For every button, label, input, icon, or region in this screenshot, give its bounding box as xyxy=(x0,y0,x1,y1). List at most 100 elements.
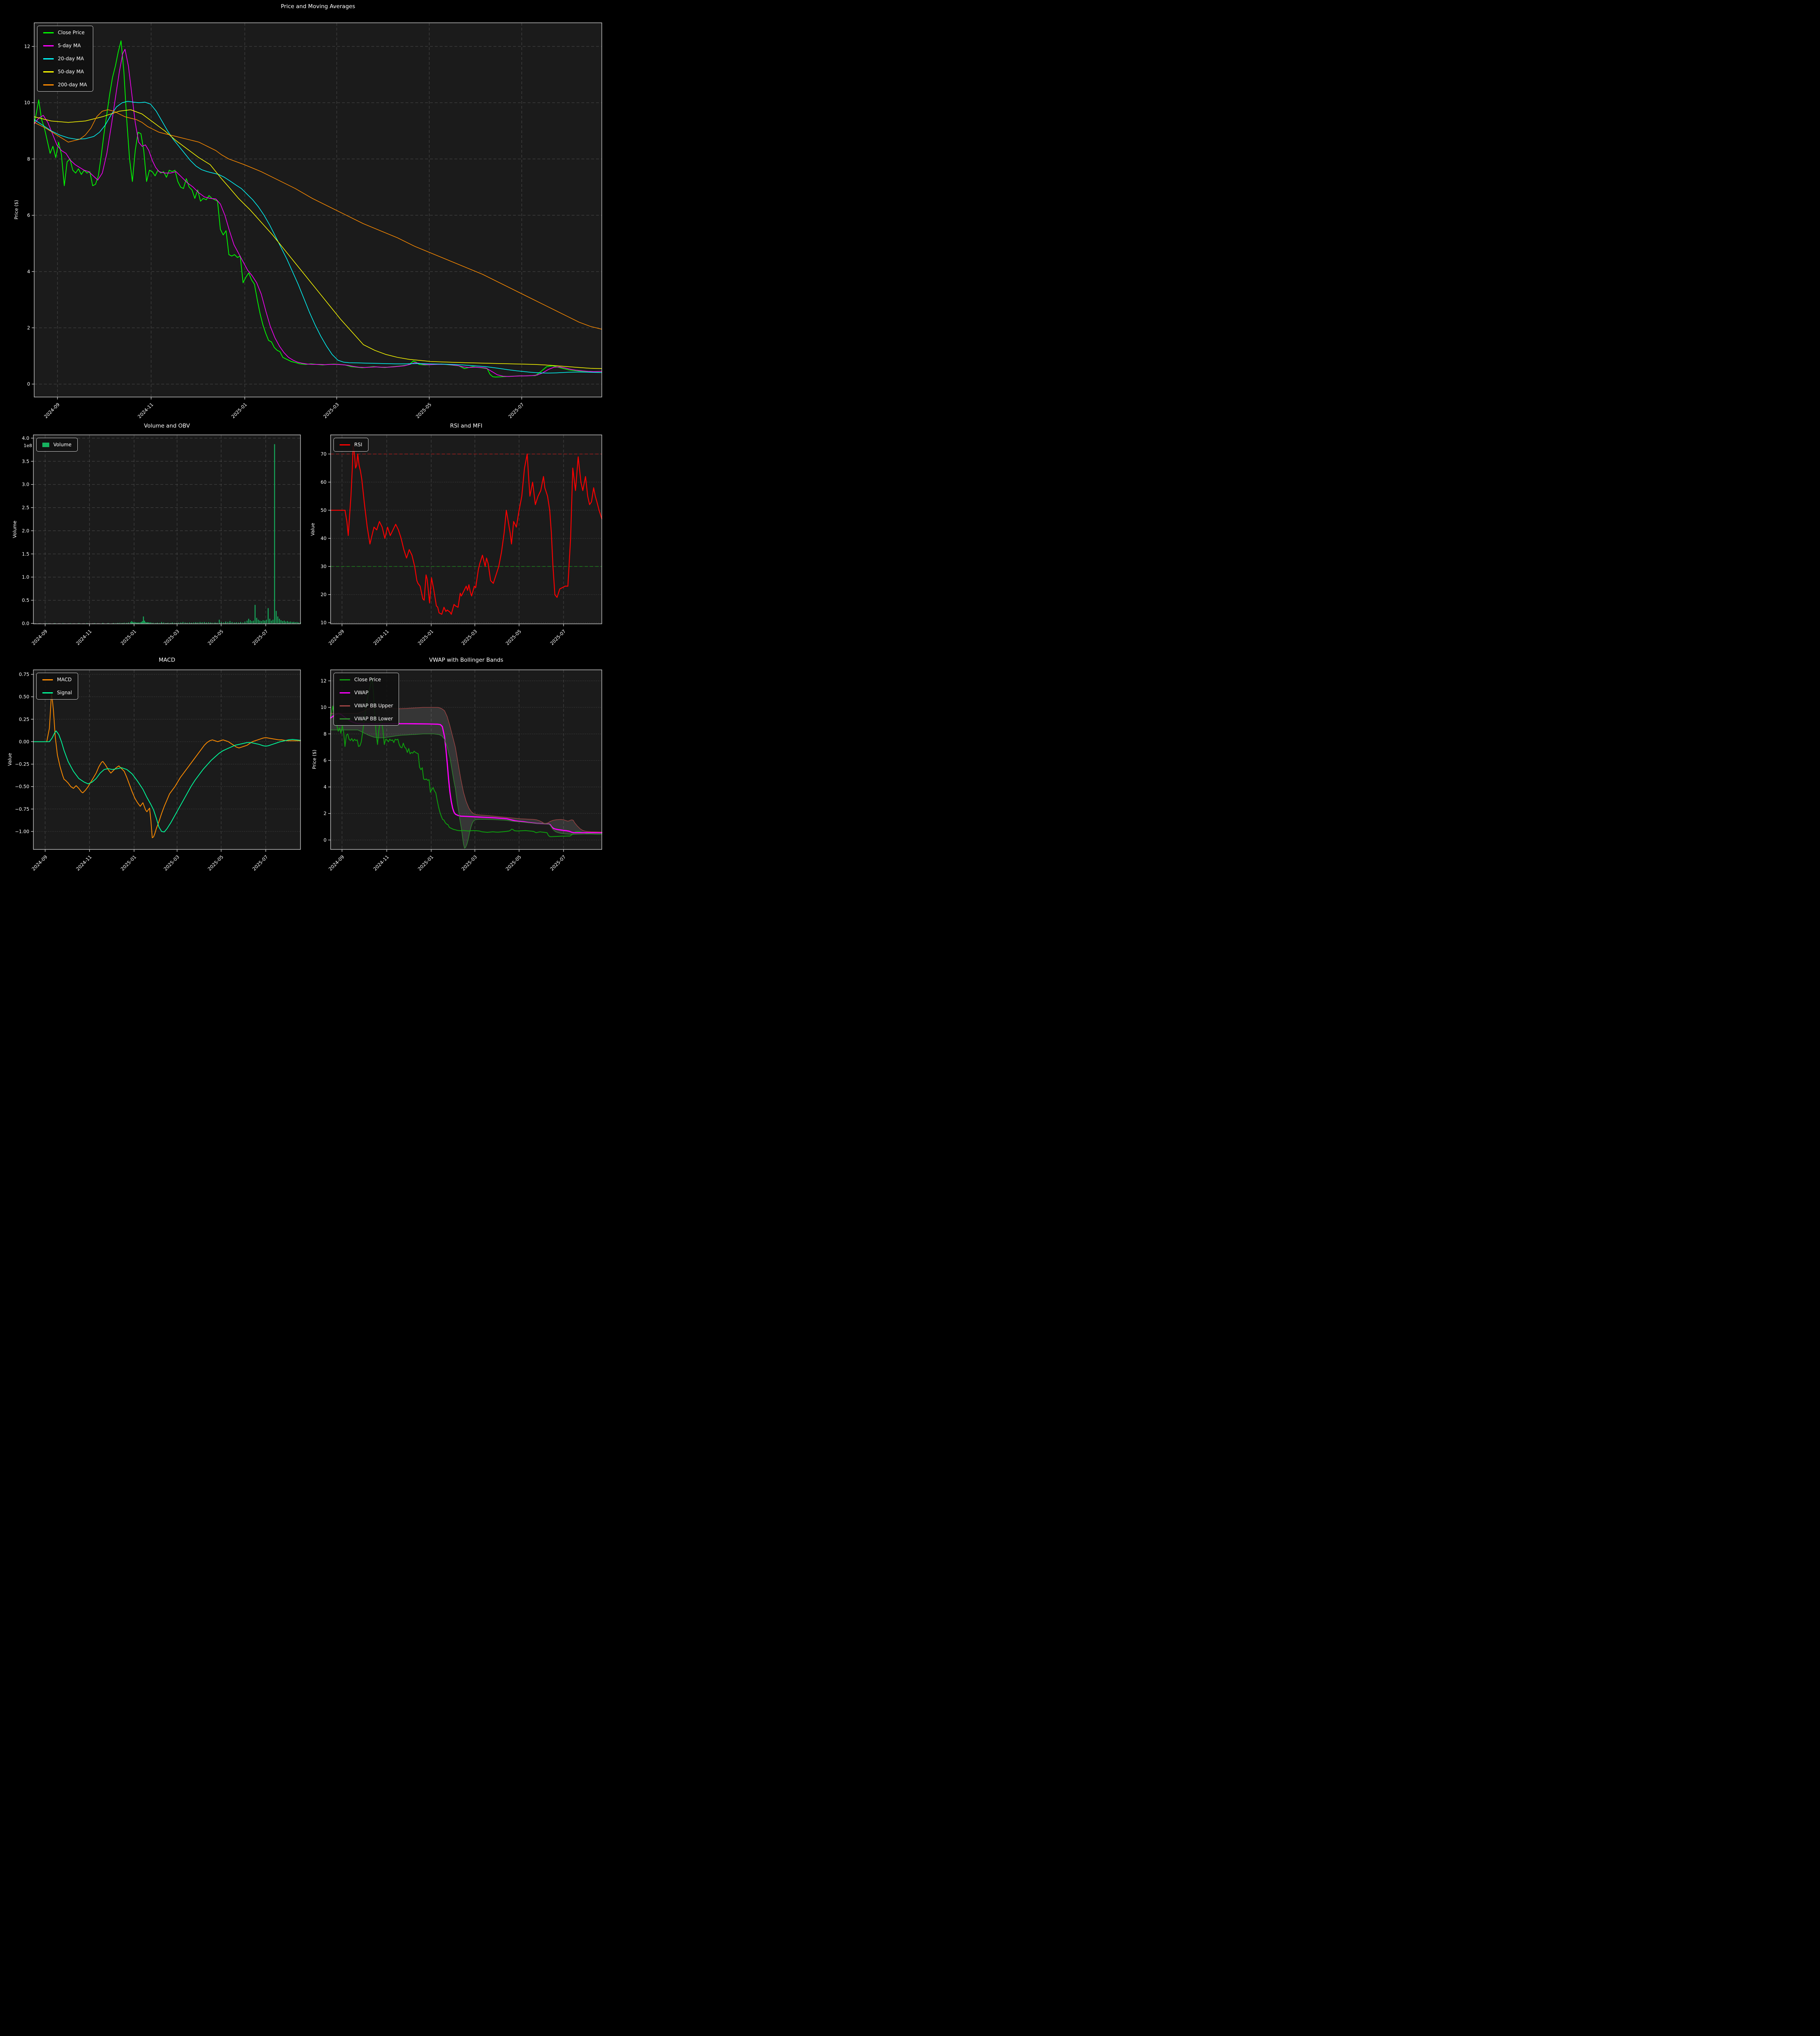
x-tick-label: 2025-05 xyxy=(206,628,224,646)
legend-swatch-icon xyxy=(42,679,53,680)
y-tick-label: −1.00 xyxy=(15,829,29,834)
legend-item-50-day-ma: 50-day MA xyxy=(43,69,87,75)
volume-bar xyxy=(250,620,251,623)
legend-item-macd: MACD xyxy=(42,677,72,682)
volume-bar xyxy=(259,621,261,623)
legend-swatch-icon xyxy=(43,84,54,86)
legend-label: VWAP BB Lower xyxy=(354,716,393,722)
x-tick-label: 2024-09 xyxy=(31,854,48,872)
y-tick-label: 12 xyxy=(320,678,327,684)
legend-swatch-icon xyxy=(43,58,54,59)
y-axis-label-rsi-value: Value xyxy=(310,523,316,536)
volume-bar xyxy=(274,444,275,623)
series-ma-50day xyxy=(34,109,602,369)
technical-analysis-dashboard: 0 2 4 6 8 10 12 2024-09 2024-11 2025-01 2025-03 202… xyxy=(0,0,607,883)
y-tick-label: 0.5 xyxy=(22,597,29,603)
volume-bar xyxy=(134,622,136,623)
volume-bar xyxy=(132,622,134,623)
chart-rsi_mfi: 10 20 30 40 50 60 70 2024-09 2024-11 2025-01 2025-… xyxy=(320,434,603,646)
volume-bar xyxy=(142,621,143,623)
legend-swatch-icon xyxy=(340,692,350,693)
legend-price-ma: Close Price 5-day MA 20-day MA 50-day MA 200… xyxy=(37,26,93,92)
chart-title-vwap: VWAP with Bollinger Bands xyxy=(429,657,504,663)
volume-scale-offset: 1e8 xyxy=(24,443,32,448)
series-rsi xyxy=(330,445,603,615)
legend-vwap: Close Price VWAP VWAP BB Upper VWAP BB Lowe… xyxy=(333,673,399,726)
x-tick-label: 2024-11 xyxy=(372,854,390,872)
y-tick-label: 10 xyxy=(24,100,30,105)
y-tick-label: 6 xyxy=(324,757,327,763)
volume-bar xyxy=(268,608,269,623)
volume-bar xyxy=(244,621,246,623)
legend-item-close-price: Close Price xyxy=(340,677,393,682)
y-tick-label: 10 xyxy=(320,704,327,710)
y-tick-label: 0 xyxy=(27,381,30,387)
y-tick-label: 12 xyxy=(24,44,30,49)
x-tick-label: 2025-03 xyxy=(322,401,340,419)
volume-bar xyxy=(208,622,209,623)
y-tick-label: −0.25 xyxy=(15,761,29,767)
y-tick-label: 60 xyxy=(320,479,327,485)
y-axis-label-vwap-price: Price ($) xyxy=(311,750,317,769)
x-tick-label: 2025-03 xyxy=(162,628,180,646)
series-macd xyxy=(33,692,301,838)
volume-bar xyxy=(246,621,248,623)
y-tick-label: 8 xyxy=(27,156,30,162)
legend-item-volume: Volume xyxy=(42,442,72,448)
x-tick-label: 2024-11 xyxy=(372,628,390,646)
legend-item-vwap: VWAP xyxy=(340,690,393,695)
x-tick-label: 2024-09 xyxy=(327,628,345,646)
volume-bar xyxy=(265,619,267,623)
x-tick-label: 2024-11 xyxy=(75,854,93,872)
chart-title-volume: Volume and OBV xyxy=(144,423,190,429)
y-tick-label: 2 xyxy=(324,811,327,816)
legend-item-vwap-bb-upper: VWAP BB Upper xyxy=(340,703,393,709)
legend-item-vwap-bb-lower: VWAP BB Lower xyxy=(340,716,393,722)
y-tick-label: 4 xyxy=(27,269,30,274)
volume-bar xyxy=(279,619,280,623)
chart-macd: 0.75 0.50 0.25 0.00 −0.25 −0.50 −0.75 −1.00 2024… xyxy=(15,669,301,872)
y-tick-label: 50 xyxy=(320,507,327,513)
y-tick-label: 40 xyxy=(320,535,327,541)
volume-bar xyxy=(261,621,262,623)
volume-bar xyxy=(295,622,296,623)
x-tick-label: 2024-09 xyxy=(327,854,345,872)
chart-price_ma: 0 2 4 6 8 10 12 2024-09 2024-11 2025-01 2025-03 202… xyxy=(24,22,602,419)
x-tick-label: 2025-05 xyxy=(504,854,522,872)
legend-macd: MACD Signal xyxy=(36,673,78,700)
y-tick-label: 10 xyxy=(320,620,327,625)
x-tick-label: 2025-03 xyxy=(162,854,180,872)
volume-bar xyxy=(227,622,228,623)
volume-bar xyxy=(140,622,142,623)
x-tick-label: 2025-07 xyxy=(549,854,567,872)
legend-label: 200-day MA xyxy=(58,82,87,88)
volume-bar xyxy=(70,623,71,624)
legend-rsi: RSI xyxy=(333,438,368,452)
volume-bar xyxy=(287,621,288,623)
series-ma-5day xyxy=(34,49,602,377)
x-tick-label: 2025-05 xyxy=(414,401,432,419)
x-tick-label: 2025-07 xyxy=(251,628,269,646)
y-tick-label: 3.0 xyxy=(22,482,29,487)
legend-label: 20-day MA xyxy=(58,56,84,61)
x-tick-label: 2024-09 xyxy=(31,628,48,646)
volume-bar xyxy=(236,622,237,623)
chart-title-macd: MACD xyxy=(158,657,175,663)
legend-label: 5-day MA xyxy=(58,43,81,48)
volume-bar xyxy=(144,621,145,623)
y-tick-label: −0.50 xyxy=(15,784,29,790)
y-tick-label: 0.0 xyxy=(22,621,29,626)
legend-item-200-day-ma: 200-day MA xyxy=(43,82,87,88)
series-vwap-bb-upper xyxy=(330,706,602,833)
legend-label: Volume xyxy=(53,442,72,448)
legend-swatch-icon xyxy=(340,705,350,706)
y-tick-label: 4 xyxy=(324,784,327,790)
y-tick-label: 0.00 xyxy=(19,739,29,744)
plot-spines xyxy=(330,434,602,624)
volume-bar xyxy=(182,622,184,623)
plot-spines xyxy=(33,434,301,624)
volume-bar xyxy=(225,621,226,623)
legend-item-20-day-ma: 20-day MA xyxy=(43,56,87,61)
legend-swatch-icon xyxy=(42,442,49,447)
